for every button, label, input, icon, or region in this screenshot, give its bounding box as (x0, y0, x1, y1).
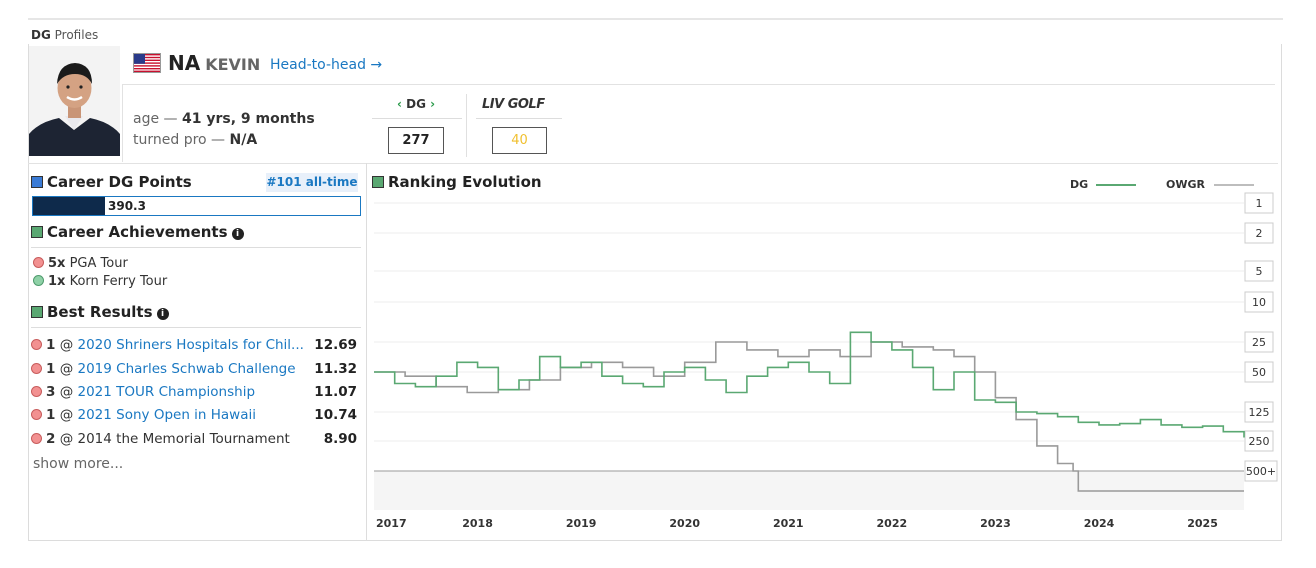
y-tick-box (1244, 331, 1274, 353)
x-tick-label: 2025 (1187, 517, 1218, 530)
us-flag-icon (133, 53, 161, 73)
liv-golf-logo: LIV GOLF (482, 97, 545, 112)
career-dg-points-heading: Career DG Points (31, 173, 192, 191)
x-tick-label: 2024 (1084, 517, 1115, 530)
best-result-row: 1 @ 2021 Sony Open in Hawaii 10.74 (31, 407, 361, 423)
info-icon[interactable]: i (156, 308, 169, 320)
y-tick-box (1244, 260, 1274, 282)
y-tick-label: 125 (1249, 406, 1270, 419)
x-tick-label: 2023 (980, 517, 1011, 530)
player-turned-pro: turned pro — N/A (133, 132, 258, 148)
square-icon (372, 176, 384, 188)
event-link[interactable]: 2020 Shriners Hospitals for Chil... (77, 337, 304, 353)
y-tick-label: 10 (1252, 296, 1266, 309)
event-link[interactable]: 2019 Charles Schwab Challenge (77, 361, 296, 377)
all-time-rank-badge: #101 all-time (266, 173, 358, 192)
legend-dg-swatch (1096, 184, 1136, 186)
player-first-name: KEVIN (205, 55, 261, 74)
event-link[interactable]: 2021 TOUR Championship (77, 384, 256, 400)
red-dot-icon (31, 433, 42, 444)
square-icon (31, 226, 43, 238)
achievement-item: 1x Korn Ferry Tour (33, 274, 167, 289)
legend-owgr-label: OWGR (1166, 178, 1205, 191)
best-result-row: 1 @ 2019 Charles Schwab Challenge 11.32 (31, 361, 361, 377)
y-tick-label: 5 (1256, 265, 1263, 278)
liv-rank-value: 40 (492, 127, 547, 154)
career-achievements-heading: Career Achievements i (31, 223, 244, 241)
best-result-row: 3 @ 2021 TOUR Championship 11.07 (31, 384, 361, 400)
square-icon (31, 306, 43, 318)
rank-separator (466, 94, 467, 157)
y-tick-box (1244, 401, 1274, 423)
y-tick-label: 50 (1252, 366, 1266, 379)
legend-owgr-swatch (1214, 184, 1254, 186)
show-more-link[interactable]: show more... (33, 456, 124, 472)
ranking-evolution-heading: Ranking Evolution (372, 173, 542, 191)
achievement-item: 5x PGA Tour (33, 256, 128, 271)
best-result-row: 1 @ 2020 Shriners Hospitals for Chil... 1… (31, 337, 361, 353)
square-icon (31, 176, 43, 188)
y-tick-label: 1 (1256, 197, 1263, 210)
event-link[interactable]: 2021 Sony Open in Hawaii (77, 407, 257, 423)
info-left-border (122, 84, 123, 162)
x-tick-label: 2018 (462, 517, 493, 530)
y-tick-label: 25 (1252, 336, 1266, 349)
red-dot-icon (31, 386, 42, 397)
best-results-divider (31, 327, 361, 328)
y-tick-box (1244, 361, 1274, 383)
y-tick-box (1244, 192, 1274, 214)
red-dot-icon (31, 363, 42, 374)
x-tick-label: 2020 (669, 517, 700, 530)
y-tick-label: 500+ (1246, 465, 1276, 478)
x-tick-label: 2019 (566, 517, 597, 530)
y-tick-box (1244, 460, 1278, 482)
dg-rank-label[interactable]: ‹ DG › (397, 97, 436, 111)
green-dot-icon (33, 275, 44, 286)
best-result-row: 2 @ 2014 the Memorial Tournament 8.90 (31, 431, 361, 447)
section-title: DG Profiles (31, 28, 99, 42)
legend-dg-label: DG (1070, 178, 1089, 191)
y-tick-box (1244, 291, 1274, 313)
player-last-name: NA (168, 51, 201, 75)
career-points-value: 390.3 (108, 199, 146, 213)
career-points-bar (32, 196, 361, 216)
head-to-head-link[interactable]: Head-to-head → (270, 57, 383, 73)
player-name: NA KEVIN (168, 51, 260, 75)
red-dot-icon (31, 339, 42, 350)
achievements-divider (31, 247, 361, 248)
x-tick-label: 2022 (877, 517, 908, 530)
profile-card (28, 44, 1282, 541)
info-divider (122, 84, 1275, 85)
y-tick-box (1244, 222, 1274, 244)
top-rule (28, 18, 1283, 20)
y-tick-box (1244, 430, 1274, 452)
career-points-bar-fill (33, 197, 105, 215)
dg-rank-rule (372, 118, 462, 119)
y-tick-label: 250 (1249, 435, 1270, 448)
red-dot-icon (33, 257, 44, 268)
player-age: age — 41 yrs, 9 months (133, 111, 315, 127)
series-line-dg (374, 331, 1245, 438)
player-photo (29, 46, 120, 156)
info-icon[interactable]: i (231, 228, 244, 240)
y-tick-label: 2 (1256, 227, 1263, 240)
column-divider (366, 163, 367, 541)
dg-rank-value: 277 (388, 127, 444, 154)
x-tick-label: 2021 (773, 517, 804, 530)
liv-rank-rule (476, 118, 562, 119)
best-results-heading: Best Results i (31, 303, 169, 321)
event-name: 2014 the Memorial Tournament (77, 431, 290, 447)
red-dot-icon (31, 409, 42, 420)
x-tick-label: 2017 (376, 517, 407, 530)
middle-divider (28, 163, 1278, 164)
